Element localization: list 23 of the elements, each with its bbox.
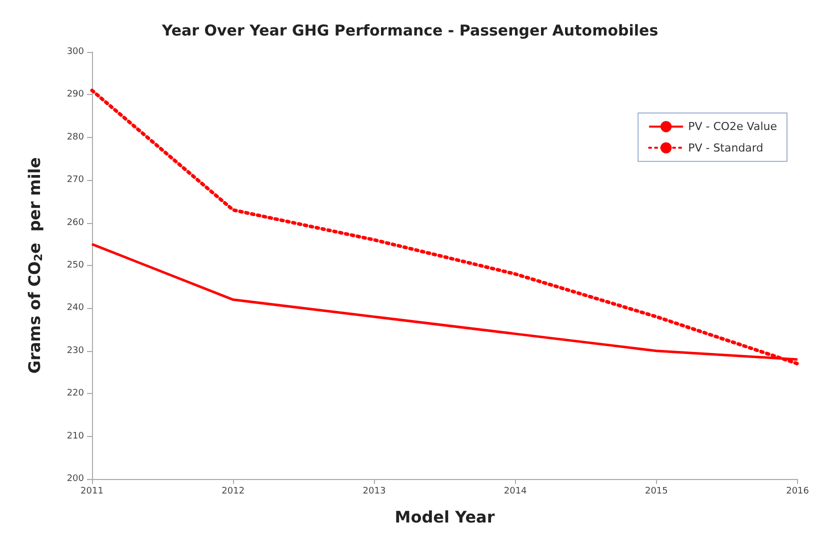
chart-title: Year Over Year GHG Performance - Passenger Automobiles: [160, 22, 658, 40]
y-tick-label: 260: [66, 218, 84, 228]
y-tick-label: 230: [66, 346, 84, 356]
x-axis-title: Model Year: [394, 508, 495, 526]
x-tick-label: 2016: [786, 486, 810, 496]
x-tick-label: 2015: [644, 486, 668, 496]
y-tick-label: 250: [66, 260, 84, 270]
x-tick-label: 2011: [80, 486, 104, 496]
y-axis-title: Grams of CO2e per mile: [25, 157, 45, 374]
y-tick-label: 220: [66, 388, 84, 399]
y-tick-label: 240: [66, 303, 84, 314]
y-tick-label: 280: [66, 132, 84, 142]
y-tick-label: 270: [66, 175, 84, 186]
y-tick-label: 290: [66, 90, 84, 100]
line-series: [90, 88, 800, 366]
y-tick-label: 210: [66, 431, 84, 442]
x-tick-label: 2013: [362, 486, 386, 496]
x-tick-label: 2014: [504, 486, 528, 496]
y-tick-label: 200: [66, 474, 84, 484]
legend-label: PV - Standard: [688, 141, 764, 154]
x-tick-label: 2012: [222, 486, 245, 496]
y-tick-label: 300: [66, 47, 84, 57]
legend-label: PV - CO2e Value: [688, 120, 778, 134]
